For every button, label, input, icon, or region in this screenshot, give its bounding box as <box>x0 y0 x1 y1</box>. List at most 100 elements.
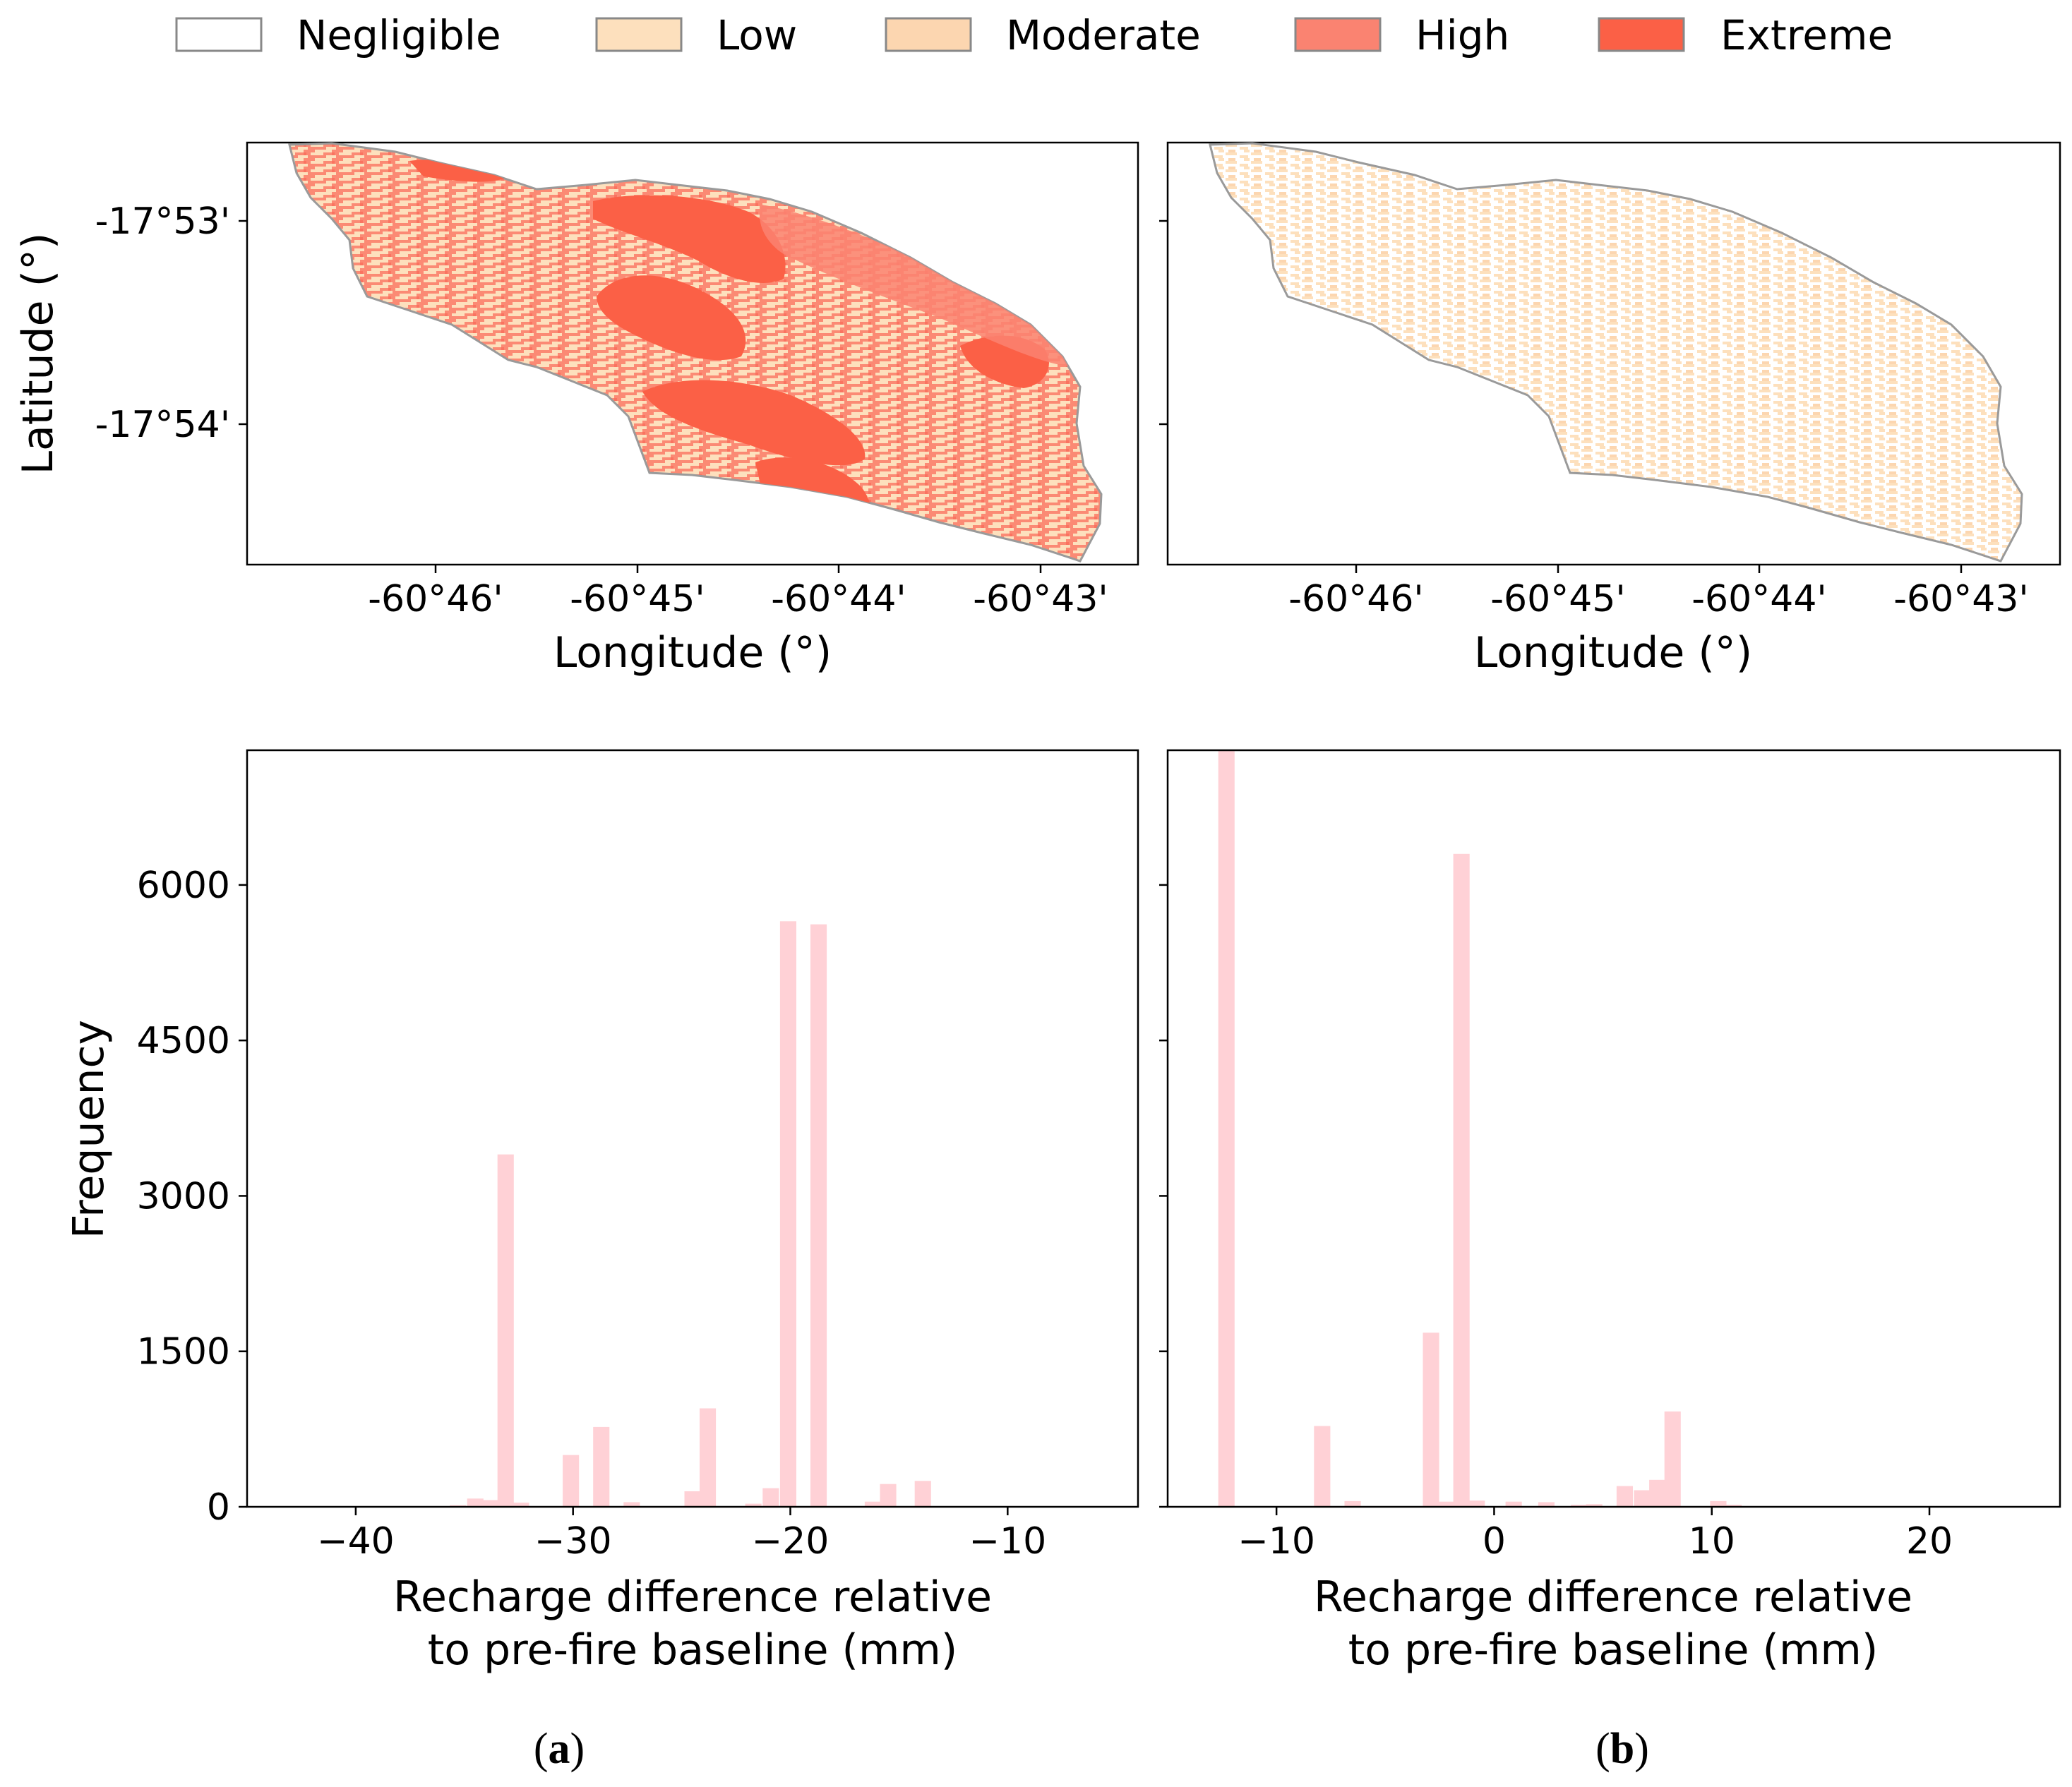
histogram-a-xtick-label-3: −10 <box>969 1520 1046 1563</box>
histogram-b: −10 0 10 20 Recharge difference relative to… <box>1159 749 2061 1675</box>
legend-label-negligible: Negligible <box>297 11 501 59</box>
map-a-extreme-patch-1 <box>593 195 786 283</box>
histogram-b-xtick-label-1: 0 <box>1483 1520 1506 1563</box>
histogram-a-bar-16 <box>914 1481 931 1507</box>
histogram-b-xtick-label-0: −10 <box>1238 1520 1315 1563</box>
histogram-b-bar-2 <box>1344 1500 1361 1507</box>
map-a-lon-tick-2: -60°44' <box>771 578 906 620</box>
legend-label-moderate: Moderate <box>1006 11 1201 59</box>
map-a-lon-ticks: -60°46' -60°45' -60°44' -60°43' <box>368 565 1108 620</box>
histogram-a-xlabel-line1: Recharge difference relative <box>393 1572 992 1622</box>
histogram-a-bar-1 <box>467 1498 484 1507</box>
histogram-a-bar-7 <box>623 1502 640 1507</box>
histogram-a-bar-11 <box>762 1488 779 1507</box>
histogram-b-xlabel-line2: to pre-fire baseline (mm) <box>1348 1625 1879 1675</box>
legend-item-negligible: Negligible <box>175 11 501 59</box>
caption-b: (b) <box>1595 1725 1649 1773</box>
histogram-a-bar-6 <box>593 1426 610 1507</box>
caption-a: (a) <box>534 1725 585 1773</box>
map-b-lon-tick-0: -60°46' <box>1288 578 1423 620</box>
histogram-b-bar-10 <box>1586 1504 1603 1507</box>
caption-b-open: ( <box>1595 1725 1610 1773</box>
map-b-lon-tick-2: -60°44' <box>1691 578 1826 620</box>
map-b-lon-tick-3: -60°43' <box>1893 578 2028 620</box>
map-a-high-band <box>760 205 1073 367</box>
map-a-lat-ticks: -17°53' -17°54' <box>95 200 247 446</box>
histogram-b-bar-11 <box>1616 1486 1633 1507</box>
histogram-b-xtick-label-2: 10 <box>1689 1520 1735 1563</box>
histogram-b-bar-7 <box>1505 1501 1522 1507</box>
histogram-b-background <box>1168 750 2060 1507</box>
histogram-a-bar-2 <box>482 1500 499 1507</box>
legend-swatch-negligible <box>175 17 263 52</box>
histogram-b-bar-4 <box>1438 1501 1455 1507</box>
map-a-ylabel: Latitude (°) <box>13 233 63 475</box>
histogram-b-xlabel-line1: Recharge difference relative <box>1314 1572 1912 1622</box>
legend-swatch-low <box>595 17 683 52</box>
map-a-extreme-patch-6 <box>409 160 508 182</box>
histogram-a-bar-9 <box>700 1408 717 1507</box>
legend-swatch-high <box>1294 17 1382 52</box>
legend-swatch-moderate <box>885 17 972 52</box>
histogram-a-bars <box>450 921 931 1507</box>
histogram-b-xticks: −10 0 10 20 <box>1238 1507 1953 1563</box>
histogram-a-ytick-label-4: 6000 <box>137 865 230 907</box>
map-a-lon-tick-1: -60°45' <box>570 578 705 620</box>
histogram-a-bar-14 <box>864 1501 881 1507</box>
histogram-b-bar-6 <box>1468 1500 1485 1507</box>
histogram-a-bar-10 <box>745 1503 762 1507</box>
legend-item-high: High <box>1294 11 1509 59</box>
map-a-lon-tick-3: -60°43' <box>973 578 1108 620</box>
histogram-a-frame <box>246 749 1139 1508</box>
histogram-a-ytick-label-3: 4500 <box>137 1020 230 1062</box>
histogram-a-xtick-label-2: −20 <box>752 1520 830 1563</box>
histogram-b-bar-1 <box>1314 1426 1331 1507</box>
map-a-lat-tick-1: -17°54' <box>95 404 230 446</box>
histogram-a-bar-13 <box>810 924 827 1507</box>
histogram-b-bar-5 <box>1453 853 1470 1507</box>
histogram-a-bar-8 <box>684 1491 701 1507</box>
histogram-a-yticks: 0 1500 3000 4500 6000 <box>137 865 247 1529</box>
caption-b-letter: b <box>1610 1725 1634 1773</box>
histogram-a-bar-3 <box>497 1154 514 1507</box>
histogram-a-bar-12 <box>779 921 796 1507</box>
histogram-b-bar-15 <box>1710 1500 1727 1507</box>
histogram-b-frame <box>1166 749 2061 1508</box>
map-a-lat-tick-0: -17°53' <box>95 200 230 243</box>
histogram-b-bar-3 <box>1423 1332 1439 1507</box>
histogram-a-ylabel: Frequency <box>64 1020 114 1239</box>
histogram-a-bar-5 <box>563 1455 580 1507</box>
legend-item-extreme: Extreme <box>1598 11 1893 59</box>
histogram-b-bar-0 <box>1218 750 1235 1507</box>
caption-a-close: ) <box>570 1725 585 1773</box>
histogram-b-bar-8 <box>1538 1502 1555 1507</box>
map-a-extreme-patch-3 <box>642 380 866 466</box>
histogram-a-ytick-label-1: 1500 <box>137 1331 230 1373</box>
caption-a-letter: a <box>549 1725 570 1773</box>
histogram-b-bar-12 <box>1634 1490 1651 1507</box>
histogram-a-ytick-label-0: 0 <box>207 1486 230 1529</box>
histogram-a-background <box>247 750 1138 1507</box>
legend-item-low: Low <box>595 11 797 59</box>
histogram-a-xtick-label-0: −40 <box>317 1520 395 1563</box>
histogram-b-yticks <box>1159 884 1168 1508</box>
map-panel-b: -60°46' -60°45' -60°44' -60°43' Longitud… <box>1159 141 2061 678</box>
legend-label-low: Low <box>717 11 797 59</box>
histogram-a-xtick-label-1: −30 <box>534 1520 612 1563</box>
map-b-burn-area <box>1209 142 2023 562</box>
caption-b-close: ) <box>1634 1725 1649 1773</box>
map-a-xlabel: Longitude (°) <box>553 628 832 678</box>
histogram-b-bar-16 <box>1725 1505 1742 1507</box>
map-b-xlabel: Longitude (°) <box>1474 628 1752 678</box>
histogram-b-xtick-label-3: 20 <box>1906 1520 1953 1563</box>
histogram-b-bar-14 <box>1664 1411 1681 1507</box>
histogram-a-bar-4 <box>513 1503 529 1507</box>
legend: Negligible Low Moderate High Extreme <box>175 11 1893 59</box>
legend-swatch-extreme <box>1598 17 1685 52</box>
histogram-a-bar-15 <box>880 1484 897 1507</box>
legend-label-high: High <box>1415 11 1509 59</box>
legend-item-moderate: Moderate <box>885 11 1201 59</box>
map-b-lat-ticks <box>1159 219 1168 426</box>
histogram-a-xlabel-line2: to pre-fire baseline (mm) <box>428 1625 958 1675</box>
